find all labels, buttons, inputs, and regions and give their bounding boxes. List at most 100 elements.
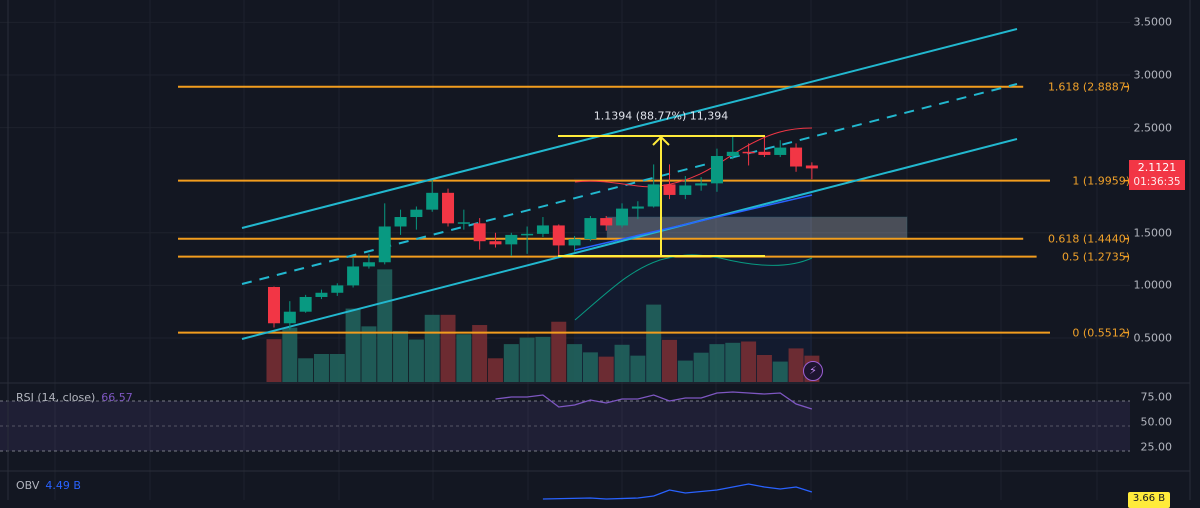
channel-middle-line <box>241 83 1018 285</box>
price-axis-tick: 1.0000 <box>1133 278 1173 292</box>
volume-bar <box>503 344 519 382</box>
price-axis-tick: 3.0000 <box>1133 68 1173 82</box>
candle-body <box>315 292 328 297</box>
candle-body <box>600 218 613 226</box>
volume-bar <box>582 352 598 382</box>
candle-body <box>362 262 375 267</box>
candle <box>315 289 328 300</box>
volume-bar <box>361 326 377 382</box>
volume-bar <box>266 339 282 382</box>
candle-body <box>805 165 818 169</box>
candle-body <box>552 225 565 246</box>
candle <box>805 162 818 180</box>
candle <box>378 203 391 265</box>
obv-line <box>542 483 813 500</box>
candle <box>426 180 439 212</box>
volume-bar <box>788 348 804 382</box>
rsi-legend[interactable]: RSI (14, close) 66.57 <box>16 391 133 404</box>
candle-body <box>726 151 739 157</box>
candle <box>536 217 549 238</box>
candle <box>726 136 739 160</box>
candle <box>584 215 597 242</box>
volume-bar <box>329 354 345 382</box>
candle-body <box>299 296 312 312</box>
range-box <box>606 216 908 239</box>
anchored-vwap-zone <box>574 178 812 382</box>
candle <box>457 209 470 230</box>
candle <box>742 143 755 166</box>
candle <box>710 148 723 192</box>
rsi-title: RSI (14, close) <box>16 391 96 404</box>
candle-body <box>410 209 423 218</box>
volume-bar <box>298 358 314 382</box>
candle-body <box>489 241 502 245</box>
candle <box>283 301 296 330</box>
volume-bar <box>646 304 662 382</box>
candle-body <box>663 184 676 195</box>
volume-bar <box>313 354 329 382</box>
candle-body <box>568 239 581 246</box>
lightning-icon[interactable]: ⚡ <box>803 361 823 381</box>
rsi-axis-tick: 75.00 <box>1140 390 1173 404</box>
obv-legend[interactable]: OBV 4.49 B <box>16 479 81 492</box>
candle <box>679 175 692 200</box>
candle <box>410 206 423 230</box>
candle-body <box>347 266 360 286</box>
candle <box>299 294 312 313</box>
volume-bar <box>393 330 409 382</box>
volume-bar <box>709 344 725 382</box>
candle-body <box>505 234 518 245</box>
fib-level-label: 0.618 (1.4440) <box>1047 232 1130 246</box>
volume-bar <box>519 337 535 382</box>
candle <box>758 136 771 158</box>
candle-body <box>536 225 549 234</box>
candle <box>347 258 360 288</box>
volume-bar <box>440 314 456 382</box>
last-price-tag: 2.1121 01:36:35 <box>1129 160 1185 190</box>
candle <box>473 218 486 250</box>
candle-body <box>521 233 534 236</box>
candle <box>268 286 280 328</box>
volume-bar <box>535 336 551 382</box>
volume-bar <box>345 308 361 382</box>
candle-body <box>473 223 486 242</box>
obv-price-tag: 3.66 B <box>1128 492 1170 508</box>
bar-countdown: 01:36:35 <box>1133 176 1181 188</box>
candle <box>600 215 613 231</box>
candle <box>663 164 676 200</box>
candles <box>268 136 818 330</box>
candle-body <box>394 217 407 227</box>
candle-body <box>742 151 755 154</box>
volume-bar <box>487 358 503 382</box>
volume-bar <box>725 342 741 382</box>
candle-body <box>647 184 660 207</box>
candle-body <box>457 222 470 224</box>
candle <box>442 188 455 227</box>
volume-bars <box>266 269 820 382</box>
price-axis-tick: 1.5000 <box>1133 226 1173 240</box>
candle-body <box>378 226 391 263</box>
fib-level-label: 1.618 (2.8887) <box>1047 80 1130 94</box>
rsi-axis-tick: 25.00 <box>1140 440 1173 454</box>
volume-bar <box>282 327 298 382</box>
candle-body <box>268 286 280 324</box>
channel-upper-line <box>241 28 1018 229</box>
vwap-line <box>574 194 813 251</box>
candle-body <box>631 206 644 209</box>
candle <box>394 209 407 235</box>
candle <box>489 232 502 248</box>
candle <box>362 253 375 269</box>
candle-body <box>710 156 723 184</box>
price-axis-tick: 0.5000 <box>1133 331 1173 345</box>
candle-body <box>774 147 787 155</box>
fib-level-label: 0.5 (1.2735) <box>1061 250 1130 264</box>
rsi-axis-tick: 50.00 <box>1140 415 1173 429</box>
channel-lower-line <box>241 138 1018 340</box>
candle <box>616 203 629 228</box>
lower-band-line <box>574 254 813 321</box>
last-price-value: 2.1121 <box>1137 161 1177 174</box>
price-axis-tick: 3.5000 <box>1133 15 1173 29</box>
volume-bar <box>377 269 393 382</box>
candle-body <box>758 151 771 155</box>
